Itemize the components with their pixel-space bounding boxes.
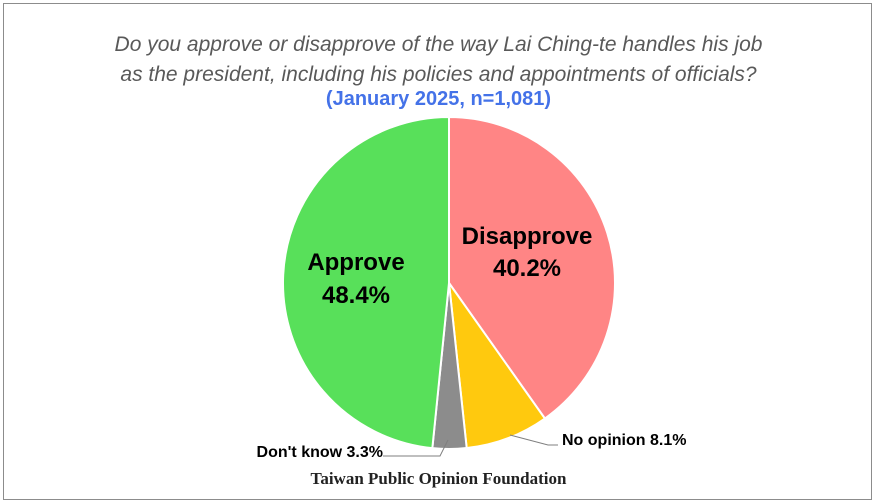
pie-slice-approve: [282, 115, 450, 450]
slice-label-no-opinion: No opinion 8.1%: [562, 432, 686, 449]
leader-line-don-t-know: [383, 439, 449, 457]
slice-value-disapprove: 40.2%: [493, 255, 561, 282]
chart-title-line-2: as the president, including his policies…: [120, 63, 757, 86]
slice-label-approve: Approve: [307, 249, 404, 276]
chart-subtitle: (January 2025, n=1,081): [325, 88, 552, 110]
slice-label-don-t-know: Don't know 3.3%: [257, 444, 383, 461]
pie-slice-disapprove: [448, 115, 616, 420]
slice-value-approve: 48.4%: [322, 282, 390, 309]
chart-title: Do you approve or disapprove of the way …: [0, 30, 877, 90]
chart-title-line-1: Do you approve or disapprove of the way …: [114, 33, 763, 56]
source-credit: Taiwan Public Opinion Foundation: [310, 469, 567, 488]
slice-label-disapprove: Disapprove: [462, 223, 593, 250]
leader-line-no-opinion: [509, 434, 558, 446]
